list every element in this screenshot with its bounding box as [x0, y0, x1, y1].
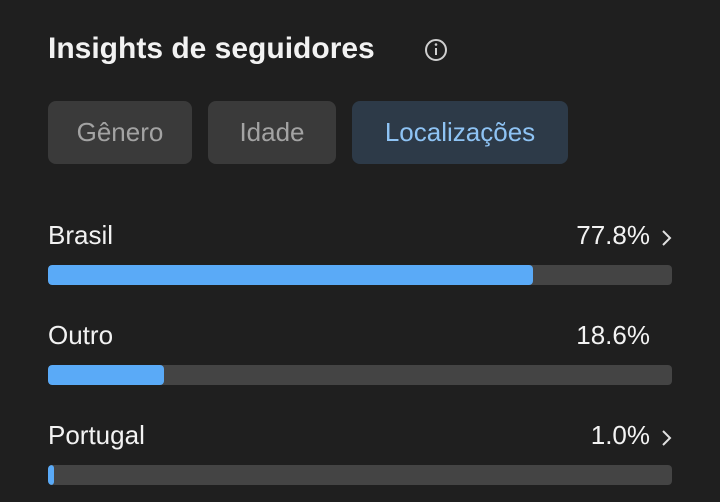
tab[interactable]: Gênero	[48, 101, 192, 164]
location-name: Outro	[48, 320, 114, 350]
tab[interactable]: Localizações	[352, 101, 568, 164]
chevron[interactable]	[660, 228, 674, 248]
info-icon[interactable]	[424, 38, 448, 62]
title: Insights de seguidores	[48, 32, 375, 65]
location-percent: 1.0%	[590, 420, 650, 450]
bar-track	[48, 265, 672, 285]
location-percent: 18.6%	[576, 320, 650, 350]
location-percent: 77.8%	[576, 220, 650, 250]
bar-track	[48, 465, 672, 485]
tab[interactable]: Idade	[208, 101, 336, 164]
bar	[48, 465, 55, 485]
bar	[48, 265, 534, 285]
location-name: Brasil	[48, 220, 114, 250]
chevron[interactable]	[660, 428, 674, 448]
bar	[48, 365, 165, 385]
location-name: Portugal	[48, 420, 145, 450]
bar-track	[48, 365, 672, 385]
